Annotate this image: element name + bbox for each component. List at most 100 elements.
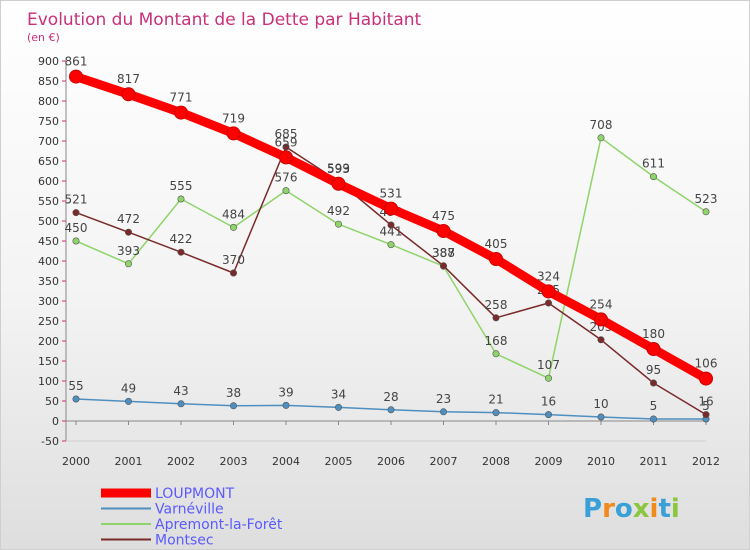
data-label: 472	[117, 212, 140, 226]
data-point	[230, 223, 238, 231]
data-label: 531	[380, 187, 403, 201]
data-label: 34	[331, 387, 346, 401]
series-montsec: 5214724223706855994903882582952039516	[65, 127, 714, 419]
logo-letter: o	[615, 494, 633, 524]
data-label: 106	[695, 357, 718, 371]
data-point	[282, 401, 290, 409]
y-tick-label: 150	[38, 355, 59, 368]
y-tick-label: 100	[38, 375, 59, 388]
data-label: 38	[226, 386, 241, 400]
data-point	[384, 201, 398, 216]
x-tick-label: 2001	[115, 455, 143, 468]
data-point	[230, 269, 238, 277]
data-point	[597, 134, 605, 142]
y-tick-label: 550	[38, 195, 59, 208]
data-point	[282, 143, 290, 151]
data-point	[492, 350, 500, 358]
data-label: 599	[327, 161, 350, 175]
data-point	[174, 105, 188, 120]
x-tick-label: 2004	[272, 455, 300, 468]
x-tick-label: 2002	[167, 455, 195, 468]
data-label: 254	[590, 297, 613, 311]
y-tick-label: 50	[45, 395, 59, 408]
data-point	[72, 237, 80, 245]
data-point	[649, 379, 657, 387]
series-apremont-la-for-t: 450 393 555 484 576 492 441 387 168 107 708 611 523	[65, 118, 718, 382]
data-point	[334, 220, 342, 228]
data-point	[177, 195, 185, 203]
y-tick-label: 500	[38, 215, 59, 228]
y-tick-label: 900	[38, 55, 59, 68]
data-label: 258	[485, 298, 508, 312]
data-label: 5	[650, 399, 658, 413]
x-tick-label: 2006	[377, 455, 405, 468]
data-point	[177, 248, 185, 256]
data-label: 388	[432, 246, 455, 260]
y-tick-label: 650	[38, 155, 59, 168]
data-point	[334, 403, 342, 411]
data-point	[387, 221, 395, 229]
y-tick-label: 300	[38, 295, 59, 308]
data-label: 387	[432, 246, 455, 260]
x-tick-label: 2007	[430, 455, 458, 468]
data-label: 523	[695, 192, 718, 206]
data-point	[492, 409, 500, 417]
data-label: 16	[698, 395, 713, 409]
y-tick-label: 750	[38, 115, 59, 128]
data-label: 370	[222, 253, 245, 267]
data-point	[387, 241, 395, 249]
y-tick-label: -50	[41, 435, 59, 448]
data-label: 521	[65, 193, 88, 207]
x-tick-label: 2000	[62, 455, 90, 468]
data-point	[544, 411, 552, 419]
logo-letter: i	[671, 494, 680, 524]
data-label: 817	[117, 72, 140, 86]
x-tick-label: 2008	[482, 455, 510, 468]
data-point	[541, 284, 556, 299]
data-point	[492, 314, 500, 322]
data-label: 484	[222, 207, 245, 221]
data-label: 422	[170, 232, 193, 246]
data-label: 16	[541, 395, 556, 409]
data-point	[125, 228, 133, 236]
data-point	[125, 260, 133, 268]
data-point	[439, 408, 447, 416]
series-layer: 55 49 43 38 39 34 28 23 21 16 10 5 54503935554845764…	[65, 55, 718, 423]
y-tick-label: 400	[38, 255, 59, 268]
x-tick-label: 2011	[640, 455, 668, 468]
x-tick-label: 2009	[535, 455, 563, 468]
data-label: 43	[173, 384, 188, 398]
data-label: 405	[485, 237, 508, 251]
data-label: 771	[170, 91, 193, 105]
data-point	[226, 126, 241, 141]
data-label: 49	[121, 381, 136, 395]
data-point	[387, 406, 395, 414]
data-label: 324	[537, 269, 560, 283]
data-label: 475	[432, 209, 455, 223]
x-tick-label: 2003	[220, 455, 248, 468]
data-label: 576	[275, 171, 298, 185]
legend-label: LOUPMONT	[155, 486, 235, 502]
data-label: 55	[68, 379, 83, 393]
data-label: 180	[642, 327, 665, 341]
data-label: 441	[380, 225, 403, 239]
y-tick-label: 200	[38, 335, 59, 348]
y-tick-label: 800	[38, 95, 59, 108]
data-label: 659	[275, 135, 298, 149]
data-point	[125, 397, 133, 405]
series-varn-ville: 55 49 43 38 39 34 28 23 21 16 10 5 5	[68, 379, 710, 423]
data-point	[439, 262, 447, 270]
series-line	[75, 137, 707, 379]
data-label: 107	[537, 358, 560, 372]
data-point	[489, 252, 503, 266]
logo-letter: t	[658, 494, 670, 524]
data-label: 450	[65, 221, 88, 235]
data-point	[436, 224, 451, 238]
data-label: 39	[278, 385, 293, 399]
logo-letter: x	[633, 494, 650, 524]
data-point	[72, 395, 80, 403]
series-loupmont: 861 817 771 719 659 593 531 475 405 324 254 180 106	[65, 55, 718, 386]
data-label: 95	[646, 363, 661, 377]
y-tick-label: 250	[38, 315, 59, 328]
